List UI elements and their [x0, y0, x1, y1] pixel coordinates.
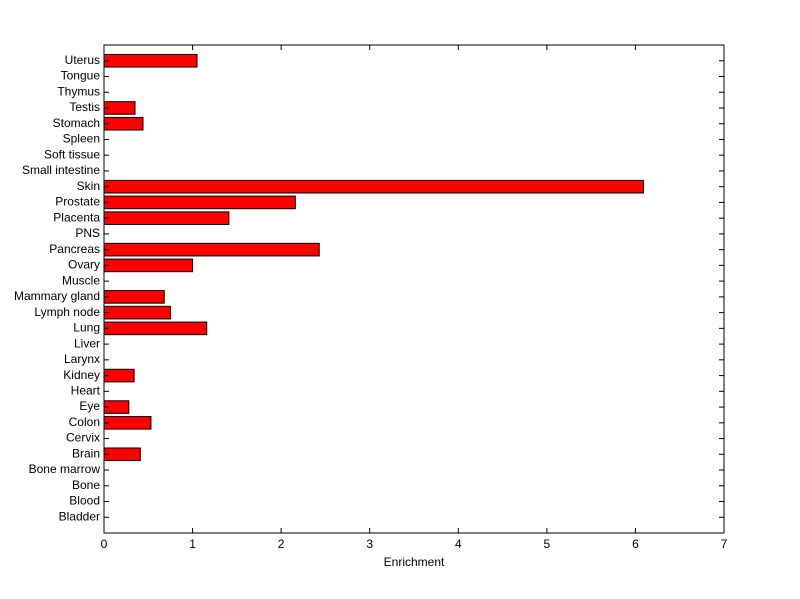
x-tick-label: 5 — [544, 537, 551, 551]
x-tick-label: 4 — [455, 537, 462, 551]
bar — [103, 195, 296, 210]
y-tick-label: Larynx — [64, 352, 100, 366]
plot-frame — [103, 44, 725, 534]
y-tick-label: Pancreas — [49, 242, 100, 256]
y-tick-label: Lung — [73, 321, 100, 335]
x-tick-label: 6 — [632, 537, 639, 551]
bar — [103, 211, 230, 225]
y-tick-label: Liver — [74, 336, 100, 350]
bar — [103, 416, 152, 430]
x-tick-label: 0 — [101, 537, 108, 551]
bar — [103, 447, 141, 462]
y-tick-label: Uterus — [65, 53, 100, 67]
y-tick-label: Bone — [72, 478, 100, 492]
y-tick-label: Skin — [77, 179, 100, 193]
y-tick-label: Lymph node — [34, 305, 100, 319]
x-tick-label: 1 — [189, 537, 196, 551]
x-tick-label: 7 — [721, 537, 728, 551]
y-tick-label: Small intestine — [22, 163, 100, 177]
y-tick-label: Placenta — [53, 210, 100, 224]
y-tick-label: PNS — [75, 226, 100, 240]
y-tick-label: Testis — [69, 100, 100, 114]
y-tick-label: Ovary — [68, 258, 100, 272]
bar — [103, 258, 194, 273]
bar — [103, 179, 644, 194]
y-tick-label: Mammary gland — [14, 289, 100, 303]
x-axis-label: Enrichment — [384, 555, 445, 569]
y-tick-label: Blood — [69, 494, 100, 508]
y-tick-label: Prostate — [55, 195, 100, 209]
y-tick-label: Tongue — [61, 69, 101, 83]
y-tick-label: Brain — [72, 446, 100, 460]
y-tick-label: Cervix — [66, 431, 100, 445]
y-tick-label: Thymus — [57, 84, 100, 98]
y-tick-label: Spleen — [63, 132, 100, 146]
x-tick-label: 2 — [278, 537, 285, 551]
bar — [103, 290, 165, 304]
y-tick-label: Kidney — [63, 368, 100, 382]
y-tick-label: Stomach — [53, 116, 100, 130]
y-tick-label: Bone marrow — [29, 462, 101, 476]
y-tick-label: Colon — [69, 415, 100, 429]
y-tick-label: Heart — [71, 383, 101, 397]
bar — [103, 116, 144, 131]
y-tick-label: Bladder — [59, 509, 100, 523]
bar — [103, 321, 208, 336]
bar — [103, 53, 198, 68]
y-tick-label: Muscle — [62, 273, 100, 287]
y-tick-label: Eye — [79, 399, 100, 413]
y-tick-label: Soft tissue — [44, 147, 100, 161]
x-tick-label: 3 — [366, 537, 373, 551]
bar — [103, 242, 320, 257]
bar — [103, 305, 171, 320]
